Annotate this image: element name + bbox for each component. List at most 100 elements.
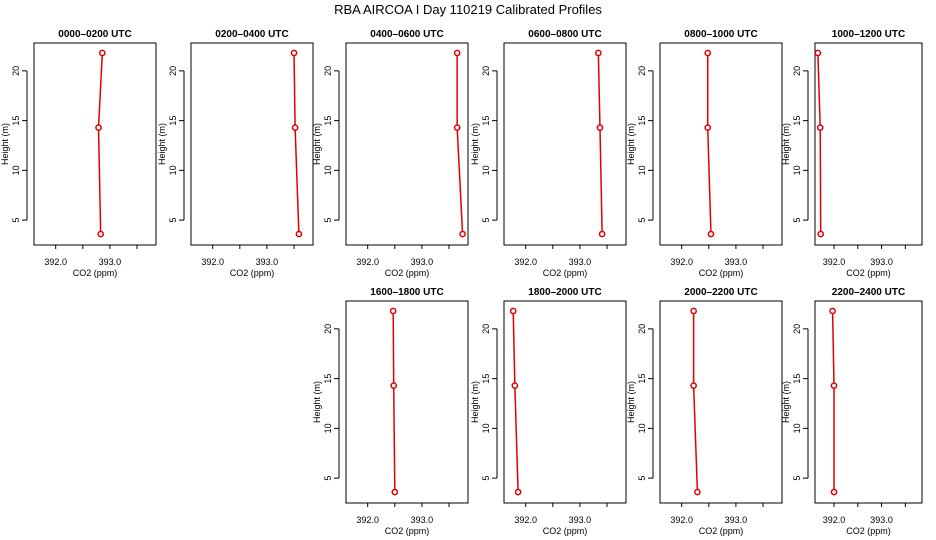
x-tick-label: 392.0 [514,515,537,525]
panel-8: 1800–2000 UTC 5 10 15 20 Height (m) 392.0 393.0… [470,287,627,536]
y-tick-label: 20 [481,66,491,76]
y-axis-label: Height (m) [626,123,636,165]
data-point [295,230,303,238]
panel-4: 0600–0800 UTC 5 10 15 20 Height (m) 392.0 393.0… [470,29,627,278]
y-axis: 5 10 15 20 Height (m) [312,66,340,223]
panel-1: 0000–0200 UTC 5 10 15 20 Height (m) 392.0 393.0… [0,29,157,278]
y-axis: 5 10 15 20 Height (m) [470,66,498,223]
y-tick-label: 20 [323,324,333,334]
y-tick-label: 5 [792,218,802,223]
profile-line [597,52,603,235]
x-tick-label: 393.0 [411,515,434,525]
x-tick-label: 393.0 [99,257,122,267]
panel-title: 0200–0400 UTC [215,29,288,40]
x-axis-label: CO2 (ppm) [73,268,118,278]
panel-title: 0600–0800 UTC [528,29,601,40]
y-axis: 5 10 15 20 Height (m) [626,66,654,223]
y-tick-label: 10 [637,165,647,175]
panel-title: 0800–1000 UTC [684,29,757,40]
y-tick-label: 15 [637,116,647,126]
x-tick-label: 393.0 [725,515,748,525]
y-axis: 5 10 15 20 Height (m) [0,66,28,223]
plot-frame [659,300,783,504]
y-tick-label: 10 [481,165,491,175]
data-point [704,49,712,57]
x-tick-label: 393.0 [569,257,592,267]
x-tick-label: 393.0 [569,515,592,525]
y-axis: 5 10 15 20 Height (m) [626,324,654,481]
profile-line [706,52,712,235]
y-tick-label: 15 [792,374,802,384]
y-tick-label: 5 [11,218,21,223]
panel-3: 0400–0600 UTC 5 10 15 20 Height (m) 392.0 393.0… [312,29,469,278]
y-axis: 5 10 15 20 Height (m) [312,324,340,481]
profile-line [817,52,822,235]
y-axis-label: Height (m) [157,123,167,165]
x-tick-label: 392.0 [670,515,693,525]
panel-title: 1000–1200 UTC [832,29,905,40]
y-tick-label: 10 [637,423,647,433]
data-point [598,230,606,238]
data-point [704,124,712,131]
x-axis-label: CO2 (ppm) [543,526,588,536]
y-tick-label: 15 [323,116,333,126]
data-point [390,382,398,389]
x-tick-label: 392.0 [823,515,846,525]
profile-line [512,310,519,493]
data-point [391,488,399,496]
y-tick-label: 15 [792,116,802,126]
x-axis-label: CO2 (ppm) [543,268,588,278]
data-point [594,49,602,57]
profile-line [831,310,835,493]
y-tick-label: 10 [792,423,802,433]
y-tick-label: 15 [323,374,333,384]
y-tick-label: 5 [168,218,178,223]
x-tick-label: 393.0 [870,257,893,267]
panel-title: 2000–2200 UTC [684,287,757,298]
y-axis-label: Height (m) [0,123,10,165]
y-axis-label: Height (m) [312,123,322,165]
y-tick-label: 20 [481,324,491,334]
y-tick-label: 20 [11,66,21,76]
x-tick-label: 392.0 [356,257,379,267]
y-tick-label: 15 [11,116,21,126]
plot-frame [814,300,923,504]
data-point [690,307,697,315]
plot-frame [33,42,157,246]
data-point [596,124,604,131]
data-point [830,488,838,496]
y-tick-label: 5 [481,218,491,223]
y-tick-label: 5 [323,218,333,223]
panel-title: 2200–2400 UTC [832,287,905,298]
figure-title: RBA AIRCOA I Day 110219 Calibrated Profi… [334,2,602,17]
x-tick-label: 392.0 [356,515,379,525]
plot-frame [345,42,469,246]
y-tick-label: 5 [792,476,802,481]
data-point [98,49,106,57]
x-tick-label: 393.0 [411,257,434,267]
x-tick-label: 393.0 [256,257,279,267]
y-tick-label: 10 [792,165,802,175]
y-axis-label: Height (m) [626,381,636,423]
y-axis: 5 10 15 20 Height (m) [470,324,498,481]
x-axis-label: CO2 (ppm) [699,526,744,536]
y-tick-label: 15 [168,116,178,126]
x-tick-label: 392.0 [44,257,67,267]
y-tick-label: 20 [323,66,333,76]
panel-2: 0200–0400 UTC 5 10 15 20 Height (m) 392.0 393.0… [157,29,314,278]
y-tick-label: 5 [637,218,647,223]
panel-title: 0400–0600 UTC [370,29,443,40]
y-tick-label: 15 [481,374,491,384]
data-point [291,124,299,131]
y-tick-label: 15 [481,116,491,126]
y-tick-label: 20 [637,66,647,76]
panel-10: 2200–2400 UTC 5 10 15 20 Height (m) 392.0 393.0… [781,287,923,536]
x-axis-label: CO2 (ppm) [699,268,744,278]
x-tick-label: 392.0 [823,257,846,267]
y-tick-label: 10 [168,165,178,175]
y-tick-label: 20 [168,66,178,76]
